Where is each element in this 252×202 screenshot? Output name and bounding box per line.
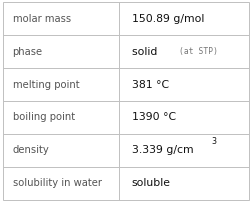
Text: soluble: soluble (132, 179, 171, 188)
Text: 3: 3 (211, 137, 216, 146)
Text: phase: phase (13, 46, 43, 57)
Text: 3.339 g/cm: 3.339 g/cm (132, 145, 193, 156)
Text: 1390 °C: 1390 °C (132, 113, 176, 122)
Text: 150.89 g/mol: 150.89 g/mol (132, 14, 204, 23)
Text: solid: solid (132, 46, 164, 57)
Text: density: density (13, 145, 49, 156)
Text: boiling point: boiling point (13, 113, 75, 122)
Text: (at STP): (at STP) (179, 47, 218, 56)
Text: melting point: melting point (13, 80, 79, 89)
Text: solubility in water: solubility in water (13, 179, 102, 188)
Text: molar mass: molar mass (13, 14, 71, 23)
Text: 381 °C: 381 °C (132, 80, 169, 89)
